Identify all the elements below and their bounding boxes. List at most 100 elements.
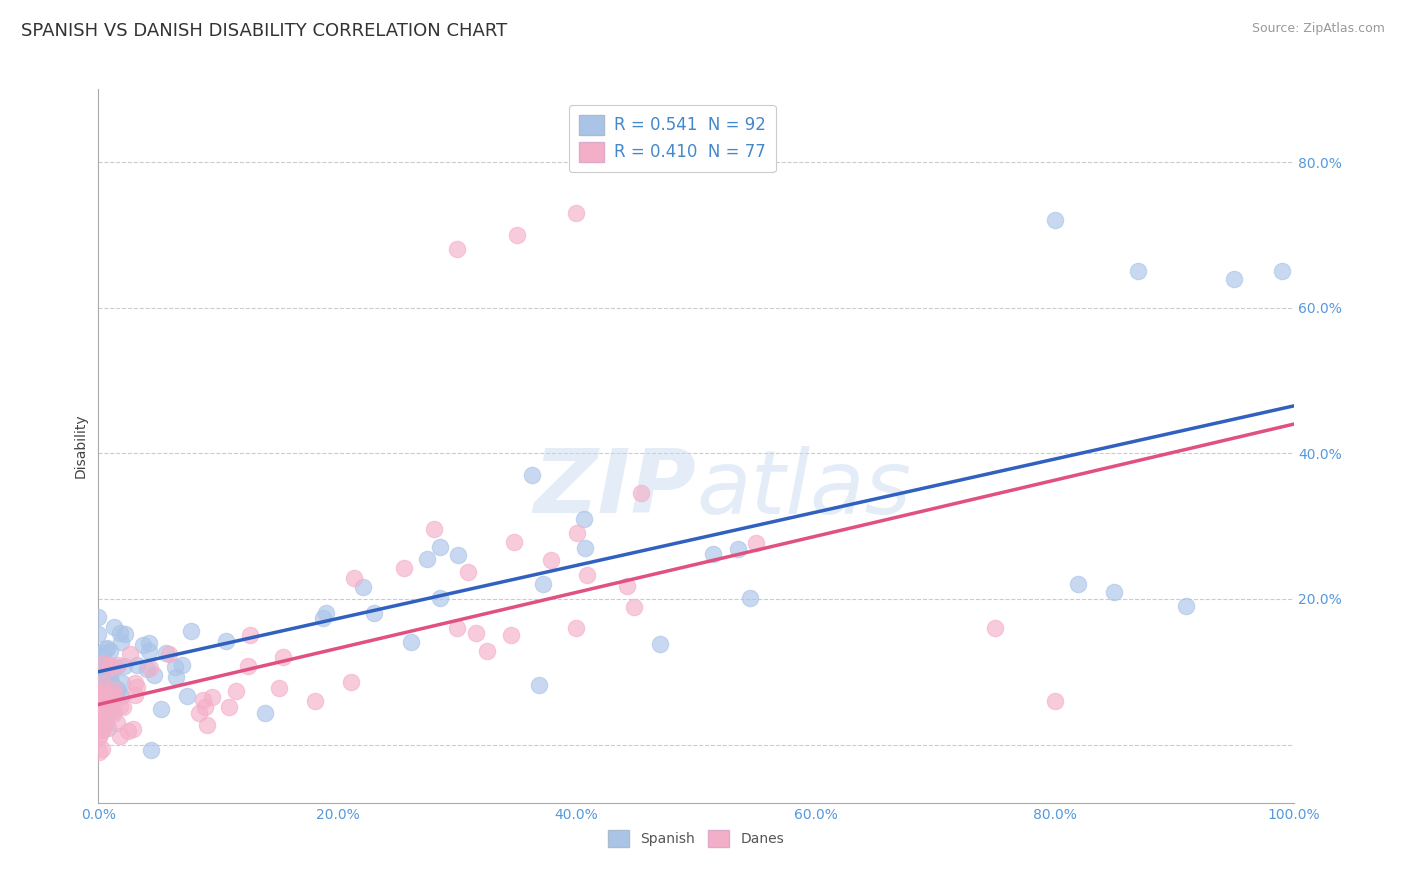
Point xyxy=(87,703,110,717)
Point xyxy=(423,522,446,536)
Point xyxy=(565,621,588,635)
Point xyxy=(352,580,374,594)
Point xyxy=(90,694,112,708)
Point xyxy=(98,671,121,685)
Point xyxy=(446,548,468,562)
Point xyxy=(89,706,111,720)
Point xyxy=(225,684,247,698)
Point xyxy=(111,676,134,690)
Point xyxy=(446,621,468,635)
Point xyxy=(141,743,163,757)
Point xyxy=(90,679,112,693)
Point xyxy=(540,553,562,567)
Point xyxy=(1043,694,1066,708)
Point xyxy=(218,699,240,714)
Point xyxy=(475,644,498,658)
Point xyxy=(103,681,125,696)
Point xyxy=(108,729,131,743)
Text: SPANISH VS DANISH DISABILITY CORRELATION CHART: SPANISH VS DANISH DISABILITY CORRELATION… xyxy=(21,22,508,40)
Point xyxy=(87,664,110,678)
Point xyxy=(138,636,160,650)
Point xyxy=(1067,577,1090,591)
Point xyxy=(1223,271,1246,285)
Point xyxy=(565,525,588,540)
Point xyxy=(98,699,121,714)
Point xyxy=(1043,213,1066,227)
Point xyxy=(630,486,652,500)
Point xyxy=(172,658,194,673)
Point xyxy=(93,718,115,732)
Point xyxy=(94,693,117,707)
Point xyxy=(155,646,177,660)
Point xyxy=(94,660,117,674)
Point xyxy=(132,638,155,652)
Point xyxy=(738,591,761,605)
Point xyxy=(87,648,110,663)
Point xyxy=(90,669,112,683)
Text: atlas: atlas xyxy=(696,446,911,532)
Point xyxy=(465,626,488,640)
Point xyxy=(304,693,326,707)
Point xyxy=(87,652,110,666)
Point xyxy=(96,667,118,681)
Point xyxy=(650,637,672,651)
Point xyxy=(98,661,121,675)
Point xyxy=(107,683,129,698)
Point xyxy=(87,655,110,669)
Point xyxy=(89,700,111,714)
Point xyxy=(429,591,451,605)
Point xyxy=(101,662,124,676)
Point xyxy=(105,715,128,730)
Y-axis label: Disability: Disability xyxy=(75,414,89,478)
Point xyxy=(1175,599,1198,614)
Point xyxy=(117,723,139,738)
Point xyxy=(392,560,415,574)
Point xyxy=(110,689,132,703)
Point xyxy=(90,676,112,690)
Point xyxy=(91,656,114,670)
Point xyxy=(531,577,554,591)
Point xyxy=(157,647,180,661)
Point xyxy=(135,662,157,676)
Point xyxy=(98,677,121,691)
Point xyxy=(1128,264,1150,278)
Point xyxy=(91,721,114,735)
Point xyxy=(87,668,110,682)
Point xyxy=(111,700,134,714)
Point xyxy=(87,626,110,640)
Legend: Spanish, Danes: Spanish, Danes xyxy=(602,825,790,853)
Point xyxy=(89,690,111,705)
Point xyxy=(187,706,209,720)
Point xyxy=(142,667,165,681)
Point xyxy=(363,607,385,621)
Point xyxy=(96,641,118,656)
Point xyxy=(107,658,129,673)
Point xyxy=(101,702,124,716)
Point xyxy=(139,661,162,675)
Point xyxy=(138,643,160,657)
Point xyxy=(176,690,198,704)
Point xyxy=(565,206,588,220)
Point xyxy=(194,699,217,714)
Point xyxy=(195,717,218,731)
Point xyxy=(104,660,127,674)
Text: Source: ZipAtlas.com: Source: ZipAtlas.com xyxy=(1251,22,1385,36)
Point xyxy=(103,620,125,634)
Point xyxy=(180,624,202,638)
Point xyxy=(87,694,110,708)
Point xyxy=(90,685,112,699)
Point xyxy=(89,727,111,741)
Point xyxy=(87,730,110,744)
Point xyxy=(273,650,295,665)
Point xyxy=(97,663,120,677)
Point xyxy=(91,723,114,738)
Text: ZIP: ZIP xyxy=(533,445,696,533)
Point xyxy=(527,678,550,692)
Point xyxy=(727,542,749,557)
Point xyxy=(93,689,115,703)
Point xyxy=(94,670,117,684)
Point xyxy=(100,674,122,689)
Point xyxy=(191,693,214,707)
Point xyxy=(108,698,131,713)
Point xyxy=(93,700,115,714)
